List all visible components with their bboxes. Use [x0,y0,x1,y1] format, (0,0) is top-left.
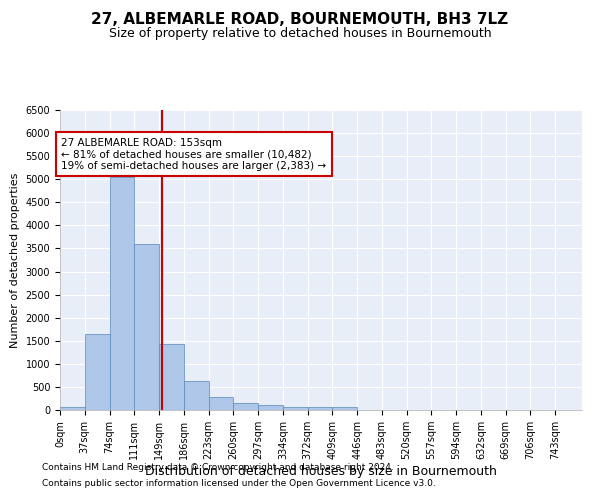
Bar [159,344,184,410]
Text: 27, ALBEMARLE ROAD, BOURNEMOUTH, BH3 7LZ: 27, ALBEMARLE ROAD, BOURNEMOUTH, BH3 7LZ [91,12,509,28]
Y-axis label: Number of detached properties: Number of detached properties [10,172,20,348]
Bar [209,396,233,410]
Bar [110,177,134,410]
Bar [283,406,308,410]
Bar [258,405,283,410]
Text: Contains public sector information licensed under the Open Government Licence v3: Contains public sector information licen… [42,478,436,488]
Bar [134,244,159,410]
Text: Size of property relative to detached houses in Bournemouth: Size of property relative to detached ho… [109,28,491,40]
Bar [60,406,85,410]
Bar [308,408,332,410]
Bar [184,382,209,410]
Bar [233,403,258,410]
Text: Contains HM Land Registry data © Crown copyright and database right 2024.: Contains HM Land Registry data © Crown c… [42,464,394,472]
X-axis label: Distribution of detached houses by size in Bournemouth: Distribution of detached houses by size … [145,465,497,478]
Bar [85,334,110,410]
Bar [332,408,357,410]
Text: 27 ALBEMARLE ROAD: 153sqm
← 81% of detached houses are smaller (10,482)
19% of s: 27 ALBEMARLE ROAD: 153sqm ← 81% of detac… [61,138,326,171]
